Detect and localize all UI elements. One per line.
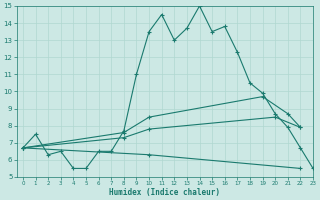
- X-axis label: Humidex (Indice chaleur): Humidex (Indice chaleur): [109, 188, 220, 197]
